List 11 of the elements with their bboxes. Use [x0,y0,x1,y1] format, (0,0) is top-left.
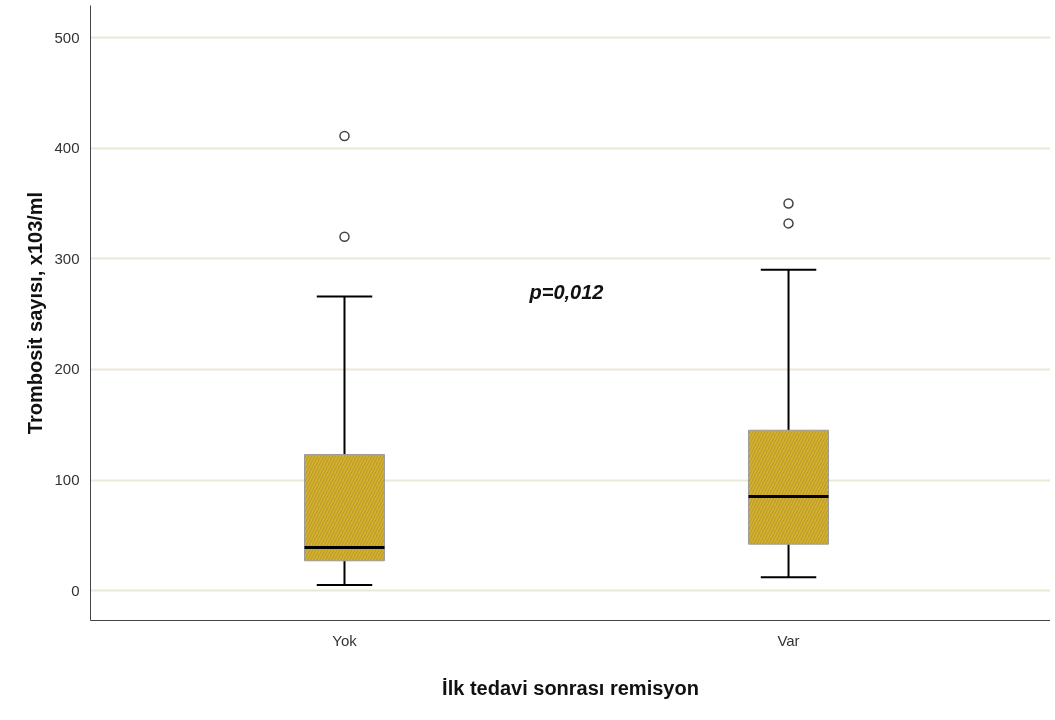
x-tick-label: Var [777,631,800,649]
x-axis-title: İlk tedavi sonrası remisyon [442,676,699,699]
x-tick-label: Yok [332,631,358,649]
y-tick-label: 200 [54,360,80,378]
annotation: p=0,012 [528,280,604,303]
y-tick-label: 0 [71,581,80,599]
y-tick-label: 100 [54,471,80,489]
y-tick-label: 500 [54,28,80,46]
y-tick-label: 300 [54,249,80,267]
y-tick-label: 400 [54,139,80,157]
y-axis-title: Trombosit sayısı, x103/ml [24,191,47,435]
